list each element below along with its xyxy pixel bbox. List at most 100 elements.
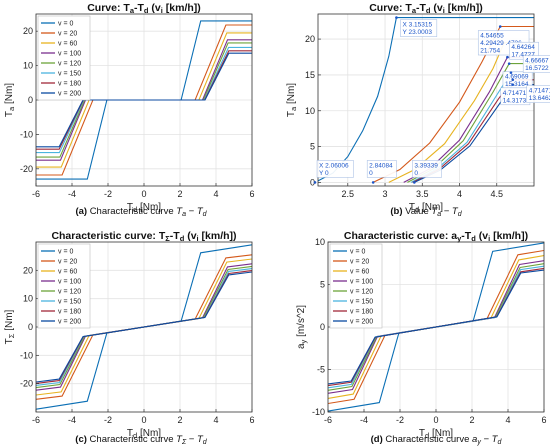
x-tick-label: 4 [457, 189, 462, 199]
series-line-v-200 [328, 269, 544, 385]
data-tip-text: 4.54655 [480, 33, 504, 40]
data-tip-text: 4.29429 .4726 [480, 40, 522, 47]
x-tick-label: -6 [324, 415, 332, 425]
legend-entry: v = 60 [58, 269, 77, 276]
x-tick-label: -2 [104, 415, 112, 425]
data-tip-text: Y 23.0003 [402, 29, 432, 36]
legend-entry: v = 100 [58, 279, 81, 286]
chart-title: Curve: Ta-Td (vi [km/h]) [87, 2, 201, 15]
data-tip-marker [413, 181, 416, 184]
y-tick-label: 0 [310, 177, 315, 187]
y-axis-label: Ta [Nm] [286, 83, 298, 117]
x-tick-label: -4 [68, 189, 76, 199]
data-tip-box [522, 55, 550, 73]
legend-entry: v = 60 [58, 41, 77, 48]
y-tick-label: 20 [305, 34, 315, 44]
legend: v = 0 v = 20 v = 60 v = 100 v = 120 v = 150 v … [37, 243, 91, 329]
y-tick-label: 0 [320, 322, 325, 332]
y-tick-label: -20 [20, 164, 33, 174]
data-tip-text: 4.64264 [511, 44, 535, 51]
x-tick-label: 0 [141, 415, 146, 425]
x-tick-label: 6 [541, 415, 546, 425]
data-tip-box [316, 160, 354, 178]
y-tick-label: 10 [315, 237, 325, 247]
y-tick-label: -5 [317, 365, 325, 375]
series-group [36, 20, 252, 180]
y-tick-label: 10 [305, 106, 315, 116]
legend-entry: v = 20 [58, 259, 77, 266]
y-tick-label: 10 [23, 294, 33, 304]
data-tip-text: 4.71471 [529, 88, 550, 95]
y-axis-label: ay [m/s^2] [296, 305, 308, 349]
chart-title: Characteristic curve: TΣ-Td (vi [km/h]) [51, 230, 236, 243]
data-tip-marker [511, 83, 515, 86]
y-tick-label: 20 [23, 265, 33, 275]
data-tip-marker [506, 55, 509, 59]
legend-entry: v = 200 [58, 91, 81, 98]
caption: (a) Characteristic curve Ta − Td [75, 206, 207, 218]
data-tip-marker [511, 78, 515, 82]
data-tip-text: 0 [369, 170, 373, 177]
legend: v = 0 v = 20 v = 60 v = 100 v = 120 v = 150 v … [37, 15, 91, 101]
data-tip-text: 4.69069 [505, 74, 529, 81]
data-tip-box [412, 160, 442, 178]
data-tip-box [526, 85, 550, 103]
y-tick-label: 5 [310, 142, 315, 152]
data-tip-text: 14.3173 [503, 97, 527, 104]
series-group [328, 242, 544, 412]
legend-entry: v = 200 [58, 319, 81, 326]
legend-entry: v = 0 [58, 249, 73, 256]
data-tip-text: X 2.06006 [319, 162, 349, 169]
panel-d: -6 -4 -2 0 2 4 6 -10 -5 0 5 10 Characteristic curve:… [296, 230, 547, 446]
x-tick-label: 2 [177, 189, 182, 199]
x-tick-label: 2 [469, 415, 474, 425]
data-tip-text: 2.84084 [369, 162, 393, 169]
caption: (c) Characteristic curve TΣ − Td [75, 434, 208, 446]
y-tick-label: 10 [23, 61, 33, 71]
data-tip-text: 17.4727 [511, 52, 535, 59]
y-tick-label: -10 [20, 350, 33, 360]
x-tick-label: -6 [32, 189, 40, 199]
data-tip-text: 0 [414, 170, 418, 177]
x-axis-label: Td [Nm] [409, 202, 443, 214]
x-tick-label: 0 [433, 415, 438, 425]
legend-box [37, 15, 91, 101]
legend-entry: v = 120 [58, 61, 81, 68]
legend-entry: v = 0 [350, 249, 365, 256]
y-tick-label: -10 [312, 407, 325, 417]
caption: (d) Characteristic curve ay − Td [371, 434, 503, 446]
data-tip-text: 4.66667 [525, 58, 549, 65]
legend-entry: v = 120 [58, 289, 81, 296]
data-tip-marker [395, 16, 398, 19]
x-tick-label: 4 [213, 415, 218, 425]
legend-entry: v = 150 [58, 71, 81, 78]
x-tick-label: -6 [32, 415, 40, 425]
y-axis-label: TΣ [Nm] [4, 309, 16, 344]
y-tick-label: 0 [28, 322, 33, 332]
chart-title: Curve: Ta-Td (vi [km/h]) [369, 2, 483, 15]
x-tick-label: -4 [68, 415, 76, 425]
legend-entry: v = 20 [58, 31, 77, 38]
chart-title: Characteristic curve: ay-Td (vi [km/h]) [344, 230, 528, 243]
x-tick-label: -2 [396, 415, 404, 425]
data-tip-marker [498, 25, 502, 28]
x-tick-label: 4 [505, 415, 510, 425]
data-tip-text: 4.71471 [503, 90, 527, 97]
data-tip-text: 13.6462 [529, 95, 550, 102]
data-tip-box [366, 160, 397, 178]
legend-entry: v = 100 [350, 279, 373, 286]
data-tip-text: Y 0 [319, 170, 329, 177]
legend-entry: v = 20 [350, 259, 369, 266]
series-group [36, 244, 252, 410]
x-axis-label: Td [Nm] [127, 202, 161, 214]
x-tick-label: 2 [177, 415, 182, 425]
